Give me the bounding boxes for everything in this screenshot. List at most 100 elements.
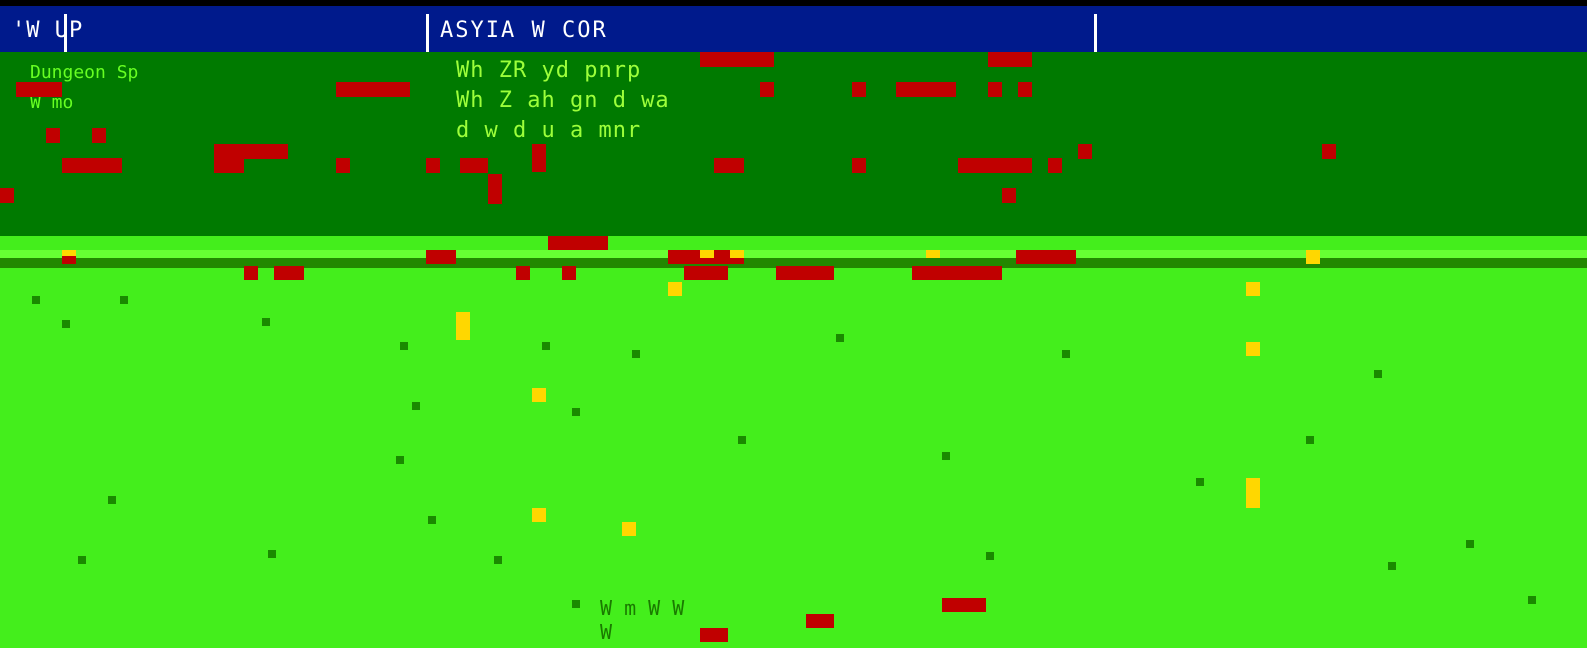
- red-block: [700, 52, 774, 67]
- yellow-marker: [926, 250, 940, 258]
- status-line: W: [600, 620, 613, 644]
- terrain-dot: [32, 296, 40, 304]
- red-block: [562, 266, 576, 280]
- red-block: [912, 266, 1002, 280]
- terrain-dot: [986, 552, 994, 560]
- terrain-dot: [1374, 370, 1382, 378]
- red-block: [958, 158, 1032, 173]
- playfield: [0, 236, 1587, 648]
- terrain-dot: [62, 320, 70, 328]
- yellow-marker: [1246, 282, 1260, 296]
- yellow-marker: [1246, 342, 1260, 356]
- terrain-dot: [108, 496, 116, 504]
- red-block: [214, 144, 288, 159]
- terrain-dot: [542, 342, 550, 350]
- red-block: [460, 158, 488, 173]
- red-block: [988, 82, 1002, 97]
- red-block: [488, 174, 502, 204]
- yellow-marker: [668, 282, 682, 296]
- terrain-dot: [412, 402, 420, 410]
- terrain-dot: [1528, 596, 1536, 604]
- red-block: [244, 266, 258, 280]
- terrain-dot: [942, 452, 950, 460]
- message-text: Wh ZR yd pnrp Wh Z ah gn d wa d w d u a …: [456, 56, 1116, 146]
- yellow-marker: [62, 250, 76, 256]
- field-top-strip: [0, 250, 1587, 258]
- yellow-marker: [532, 508, 546, 522]
- red-block: [92, 128, 106, 143]
- red-block: [0, 188, 14, 203]
- title-separator: [426, 14, 429, 52]
- terrain-dot: [1062, 350, 1070, 358]
- message-line: Wh Z ah gn d wa: [456, 88, 670, 113]
- message-line: d w d u a mnr: [456, 118, 642, 143]
- yellow-marker: [456, 312, 470, 340]
- red-block: [426, 158, 440, 173]
- red-block: [852, 82, 866, 97]
- terrain-dot: [1388, 562, 1396, 570]
- message-line: Wh ZR yd pnrp: [456, 58, 642, 83]
- terrain-dot: [1466, 540, 1474, 548]
- red-block: [1048, 158, 1062, 173]
- terrain-dot: [572, 600, 580, 608]
- terrain-dot: [400, 342, 408, 350]
- terrain-dot: [268, 550, 276, 558]
- red-block: [776, 266, 834, 280]
- terrain-dot: [396, 456, 404, 464]
- red-block: [16, 82, 62, 97]
- message-panel: Dungeon Sp W mo Wh ZR yd pnrp Wh Z ah gn…: [0, 52, 1587, 236]
- red-block: [806, 614, 834, 628]
- yellow-marker: [1246, 478, 1260, 508]
- red-block: [988, 52, 1032, 67]
- left-column: Dungeon Sp W mo: [30, 58, 410, 118]
- terrain-dot: [572, 408, 580, 416]
- left-title: 'W UP: [12, 18, 84, 43]
- red-block: [336, 82, 410, 97]
- center-title: ASYIA W COR: [440, 18, 608, 43]
- red-block: [1078, 144, 1092, 159]
- yellow-marker: [730, 250, 744, 258]
- yellow-marker: [622, 522, 636, 536]
- red-block: [942, 598, 986, 612]
- red-block: [336, 158, 350, 173]
- title-separator: [64, 14, 67, 52]
- red-block: [516, 266, 530, 280]
- status-area: W m W W W: [600, 596, 1587, 648]
- red-block: [532, 144, 546, 172]
- red-block: [714, 158, 744, 173]
- title-separator: [1094, 14, 1097, 52]
- status-line: W m W W: [600, 596, 685, 620]
- red-block: [896, 82, 956, 97]
- red-block: [1018, 82, 1032, 97]
- red-block: [46, 128, 60, 143]
- terrain-dot: [494, 556, 502, 564]
- red-block: [1322, 144, 1336, 159]
- field-divider: [0, 258, 1587, 268]
- red-block: [214, 158, 244, 173]
- red-block: [852, 158, 866, 173]
- red-block: [548, 236, 608, 250]
- terrain-dot: [632, 350, 640, 358]
- yellow-marker: [700, 250, 714, 258]
- left-line: Dungeon Sp: [30, 62, 139, 83]
- terrain-dot: [262, 318, 270, 326]
- terrain-dot: [120, 296, 128, 304]
- red-block: [274, 266, 304, 280]
- red-block: [62, 158, 122, 173]
- red-block: [1016, 250, 1076, 264]
- terrain-dot: [1196, 478, 1204, 486]
- red-block: [684, 266, 728, 280]
- yellow-marker: [1306, 250, 1320, 264]
- title-bar: 'W UP ASYIA W COR: [0, 6, 1587, 52]
- left-line: W mo: [30, 92, 74, 113]
- terrain-dot: [836, 334, 844, 342]
- red-block: [426, 250, 456, 264]
- red-block: [700, 628, 728, 642]
- terrain-dot: [1306, 436, 1314, 444]
- red-block: [1002, 188, 1016, 203]
- terrain-dot: [428, 516, 436, 524]
- terrain-dot: [738, 436, 746, 444]
- terrain-dot: [78, 556, 86, 564]
- yellow-marker: [532, 388, 546, 402]
